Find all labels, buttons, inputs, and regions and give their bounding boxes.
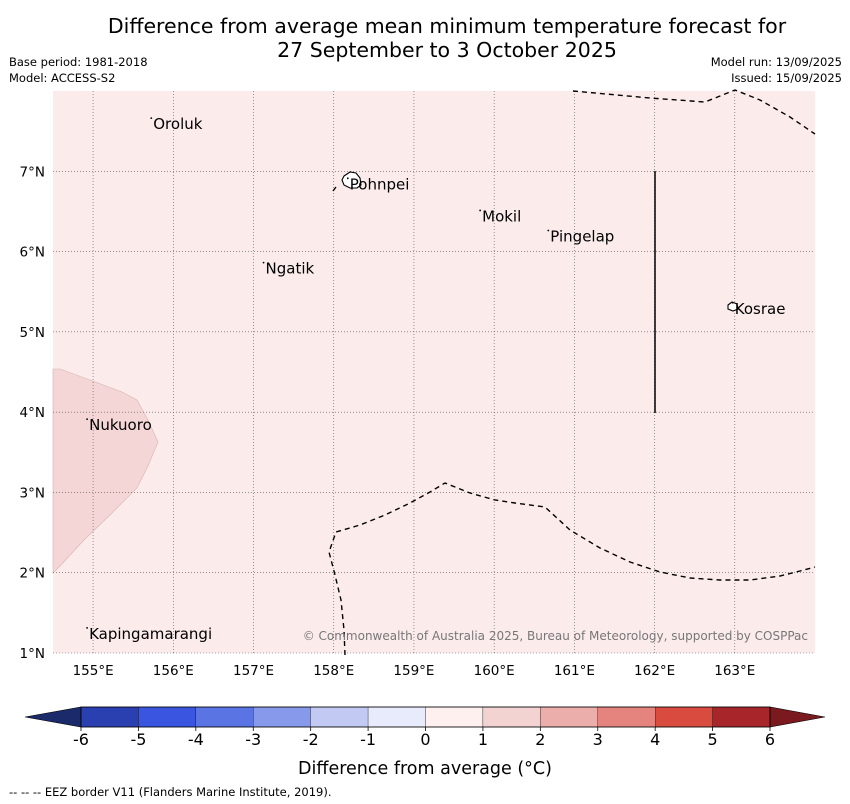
meta-left: Base period: 1981-2018 Model: ACCESS-S2 [9,54,148,86]
copyright-notice: © Commonwealth of Australia 2025, Bureau… [303,629,808,643]
lat-tick-label: 4°N [20,405,45,421]
colorbar-tick-label: -2 [303,730,319,749]
colorbar-bin [253,706,311,728]
anomaly-patch [52,368,159,574]
lon-tick-label: 159°E [393,663,434,679]
meta-right: Model run: 13/09/2025 Issued: 15/09/2025 [711,54,842,86]
colorbar-bin [540,706,598,728]
place-label: Mokil [482,207,521,225]
colorbar-bin [425,706,484,728]
place-label: Nukuoro [89,416,152,434]
lat-tick-label: 5°N [20,325,45,341]
title-line-1: Difference from average mean minimum tem… [107,14,787,38]
lon-tick-label: 157°E [233,663,274,679]
colorbar-bin [195,706,254,728]
colorbar-bin [655,706,713,728]
colorbar-bin [80,706,139,728]
lat-tick-label: 2°N [20,566,45,582]
colorbar-bin [138,706,196,728]
colorbar: -6 -5 -4 -3 -2 -1 0 1 2 3 4 5 6 [24,706,826,749]
lat-tick-label: 7°N [20,164,45,180]
model-name: Model: ACCESS-S2 [9,71,116,85]
lon-tick-label: 155°E [73,663,114,679]
place-label: Kosrae [735,300,786,318]
map-background [53,91,815,653]
colorbar-tick-label: 0 [420,730,430,749]
kosrae-island-outline [727,301,739,312]
colorbar-tick-label: -1 [360,730,376,749]
colorbar-tick-label: 1 [478,730,488,749]
gridlines [53,91,815,654]
place-marker [262,261,265,264]
colorbar-tick-label: -5 [130,730,146,749]
issued-date: Issued: 15/09/2025 [731,71,842,85]
colorbar-bin [482,706,541,728]
colorbar-title: Difference from average (°C) [298,759,552,779]
place-marker [731,301,734,304]
pohnpei-island-outline [341,171,362,189]
lat-tick-label: 1°N [20,646,45,662]
lon-tick-label: 163°E [714,663,755,679]
colorbar-bin [597,706,656,728]
eez-border-north [572,89,816,135]
colorbar-tick-label: 6 [765,730,775,749]
colorbar-bin [310,706,369,728]
place-label: Kapingamarangi [89,625,212,643]
place-label: Oroluk [153,115,202,133]
model-run: Model run: 13/09/2025 [710,55,842,69]
lon-tick-label: 158°E [313,663,354,679]
map-panel: Oroluk Pohnpei Mokil Pingelap Ngatik Kosrae Nu… [52,89,816,656]
colorbar-tick-label: -6 [73,730,89,749]
lon-tick-label: 156°E [153,663,194,679]
place-labels: Oroluk Pohnpei Mokil Pingelap Ngatik Kosrae Nu… [86,115,785,643]
place-marker [547,229,550,232]
place-marker [479,209,482,212]
place-marker [346,177,349,180]
place-marker [86,627,88,629]
lat-tick-label: 3°N [20,485,45,501]
place-label: Ngatik [266,260,315,278]
lon-tick-label: 162°E [634,663,675,679]
colorbar-tick-label: 4 [650,730,660,749]
colorbar-underflow [24,706,82,728]
eez-border-pohnpei-stub [332,186,337,192]
place-label: Pohnpei [350,175,410,193]
map-title: Difference from average mean minimum tem… [60,14,834,62]
eez-legend-note: -- -- -- EEZ border V11 (Flanders Marine… [9,785,332,799]
lon-tick-label: 161°E [554,663,595,679]
colorbar-bin [367,706,426,728]
colorbar-tick-label: -4 [188,730,204,749]
place-marker [86,418,88,421]
lat-tick-label: 6°N [20,245,45,261]
place-marker [150,117,153,120]
lon-tick-label: 160°E [474,663,515,679]
title-line-2: 27 September to 3 October 2025 [277,38,617,62]
colorbar-tick-label: -3 [245,730,261,749]
base-period: Base period: 1981-2018 [9,55,148,69]
colorbar-tick-label: 2 [535,730,545,749]
eez-border-south [328,482,816,656]
colorbar-tick-label: 3 [593,730,603,749]
colorbar-overflow [769,706,826,728]
colorbar-tick-label: 5 [707,730,717,749]
place-label: Pingelap [550,228,614,246]
axis-labels: 155°E 156°E 157°E 158°E 159°E 160°E 161°E 162°E… [20,164,756,679]
colorbar-bin [712,706,771,728]
